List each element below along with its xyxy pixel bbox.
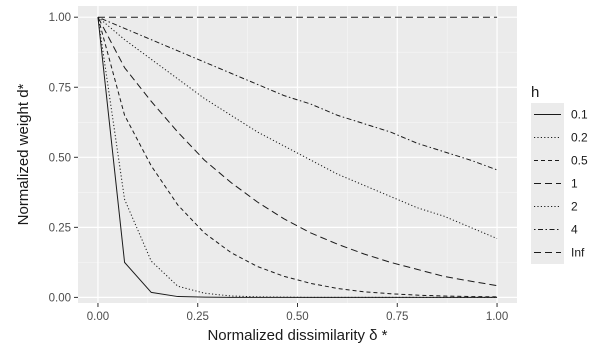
- x-tick-label: 0.25: [187, 311, 209, 323]
- legend-label: Inf: [571, 246, 585, 260]
- legend-label: 0.1: [571, 108, 588, 122]
- legend-label: 0.2: [571, 131, 588, 145]
- x-axis-title: Normalized dissimilarity δ *: [207, 327, 387, 344]
- y-tick-label: 0.25: [49, 222, 71, 234]
- series-line-h-4: [97, 16, 498, 171]
- major-gridlines: [78, 6, 517, 303]
- legend: h 0.1 0.2 0.5 1 2 4 Inf: [531, 84, 588, 264]
- series-line-h-2: [97, 16, 498, 240]
- legend-label: 2: [571, 200, 578, 214]
- y-tick-label: 0.50: [49, 152, 71, 164]
- x-tick-label: 0.00: [87, 311, 109, 323]
- x-tick-label: 1.00: [486, 311, 508, 323]
- y-axis-title: Normalized weight d*: [15, 83, 32, 225]
- y-axis-ticks: 0.00 0.25 0.50 0.75 1.00: [49, 12, 78, 304]
- legend-title: h: [531, 84, 539, 101]
- series-line-h-1: [97, 16, 498, 287]
- x-tick-label: 0.75: [386, 311, 408, 323]
- y-tick-label: 0.75: [49, 82, 71, 94]
- legend-label: 0.5: [571, 154, 588, 168]
- series-line-h-0-2: [97, 17, 498, 298]
- x-axis-ticks: 0.00 0.25 0.50 0.75 1.00: [87, 303, 508, 323]
- legend-label: 4: [571, 223, 578, 237]
- legend-label: 1: [571, 177, 578, 191]
- y-tick-label: 1.00: [49, 12, 71, 24]
- series-line-h-0-5: [97, 17, 498, 298]
- x-tick-label: 0.50: [286, 311, 308, 323]
- y-tick-label: 0.00: [49, 292, 71, 304]
- series-lines: [97, 16, 498, 298]
